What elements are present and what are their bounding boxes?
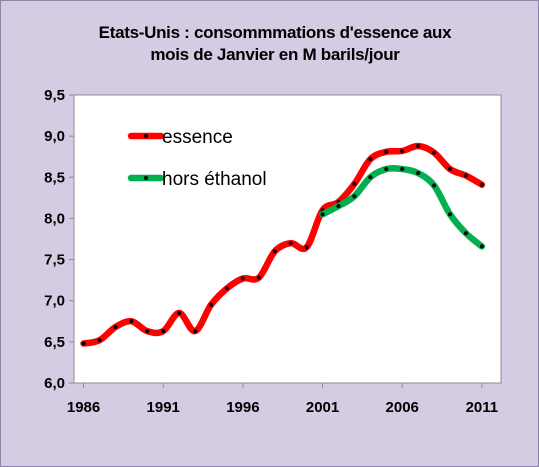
x-tick-label: 2011 bbox=[466, 399, 499, 416]
data-point bbox=[479, 182, 484, 187]
data-point bbox=[304, 245, 309, 250]
data-point bbox=[384, 149, 389, 154]
data-point bbox=[81, 341, 86, 346]
data-point bbox=[177, 311, 182, 316]
x-tick-label: 1986 bbox=[67, 399, 100, 416]
chart-title-line-2: mois de Janvier en M barils/jour bbox=[150, 45, 400, 64]
data-point bbox=[384, 167, 389, 172]
x-tick-label: 1991 bbox=[147, 399, 180, 416]
legend-item: essence bbox=[127, 127, 233, 148]
chart-title-line-1: Etats-Unis : consommmations d'essence au… bbox=[98, 23, 452, 42]
x-axis: 1986 1991 1996 2001 2006 2011 bbox=[67, 383, 498, 416]
y-tick-label: 8,0 bbox=[44, 210, 65, 227]
data-point bbox=[479, 244, 484, 249]
data-point bbox=[368, 175, 373, 180]
legend-marker bbox=[144, 134, 148, 138]
legend-item: hors éthanol bbox=[127, 169, 267, 190]
chart-title: Etats-Unis : consommmations d'essence au… bbox=[40, 22, 510, 66]
data-point bbox=[463, 173, 468, 178]
data-point bbox=[224, 286, 229, 291]
y-tick-label: 6,5 bbox=[44, 334, 65, 351]
y-tick-label: 9,5 bbox=[44, 87, 65, 104]
data-point bbox=[463, 231, 468, 236]
data-point bbox=[352, 194, 357, 199]
y-tick-label: 9,0 bbox=[44, 128, 65, 145]
x-tick-label: 2001 bbox=[306, 399, 339, 416]
data-point bbox=[256, 275, 261, 280]
legend: essence hors éthanol bbox=[127, 127, 267, 190]
data-point bbox=[113, 325, 118, 330]
data-point bbox=[193, 329, 198, 334]
data-point bbox=[161, 329, 166, 334]
data-point bbox=[432, 183, 437, 188]
series-hors-ethanol bbox=[319, 165, 486, 250]
data-point bbox=[400, 167, 405, 172]
legend-label: hors éthanol bbox=[162, 169, 267, 190]
data-point bbox=[272, 249, 277, 254]
series-layer bbox=[80, 142, 486, 347]
data-point bbox=[240, 276, 245, 281]
data-point bbox=[368, 157, 373, 162]
data-point bbox=[336, 204, 341, 209]
data-point bbox=[416, 144, 421, 149]
x-tick-label: 1996 bbox=[226, 399, 259, 416]
data-point bbox=[129, 319, 134, 324]
legend-label: essence bbox=[162, 127, 233, 148]
data-point bbox=[400, 148, 405, 153]
data-point bbox=[432, 150, 437, 155]
y-tick-label: 7,0 bbox=[44, 293, 65, 310]
data-point bbox=[320, 212, 325, 217]
data-point bbox=[288, 241, 293, 246]
series-essence bbox=[80, 142, 486, 347]
legend-marker bbox=[144, 176, 148, 180]
data-point bbox=[209, 302, 214, 307]
y-tick-label: 8,5 bbox=[44, 169, 65, 186]
y-tick-label: 7,5 bbox=[44, 252, 65, 269]
y-axis: 6,0 6,5 7,0 7,5 8,0 8,5 9,0 9,5 bbox=[44, 87, 74, 392]
data-point bbox=[416, 171, 421, 176]
data-point bbox=[352, 181, 357, 186]
data-point bbox=[448, 212, 453, 217]
data-point bbox=[448, 167, 453, 172]
data-point bbox=[145, 329, 150, 334]
plot-area bbox=[73, 94, 502, 384]
data-point bbox=[97, 338, 102, 343]
y-tick-label: 6,0 bbox=[44, 375, 65, 392]
x-tick-label: 2006 bbox=[386, 399, 419, 416]
